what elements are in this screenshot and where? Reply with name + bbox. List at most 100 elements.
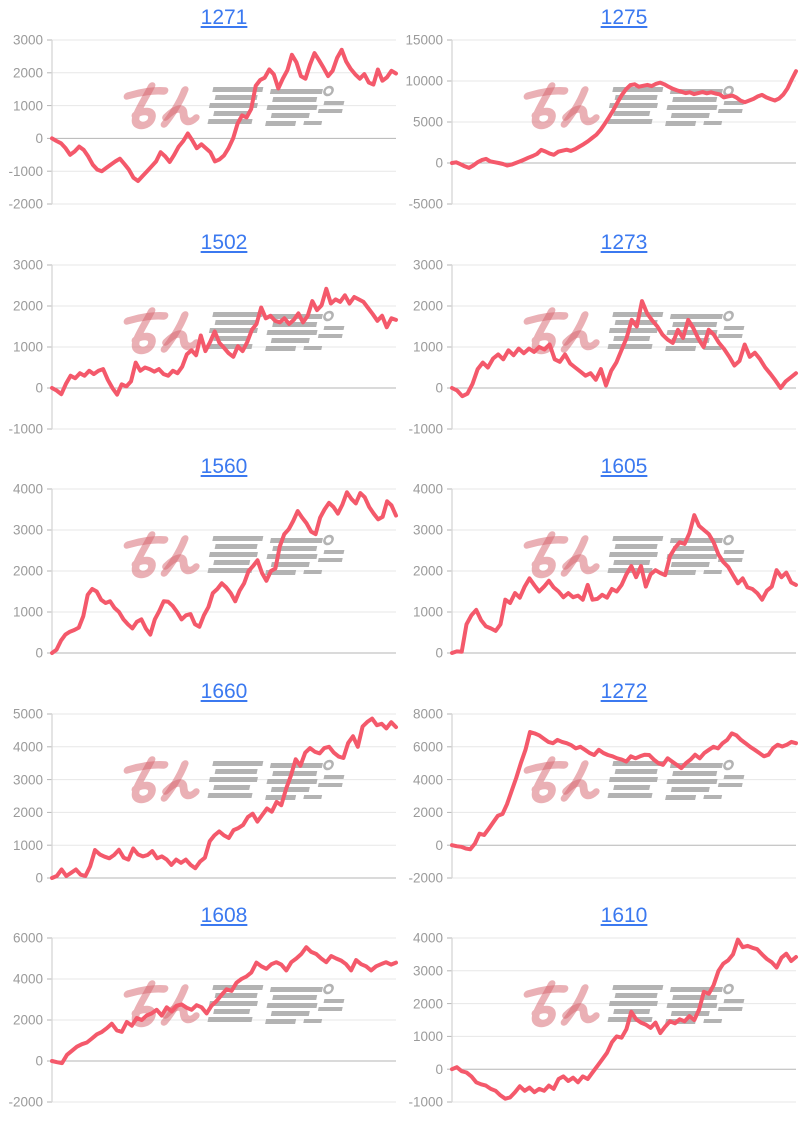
watermark-gray-text bbox=[607, 759, 745, 800]
y-tick-label: 1000 bbox=[13, 339, 43, 354]
y-tick-label: 4000 bbox=[413, 772, 443, 787]
chart-title-link[interactable]: 1273 bbox=[600, 230, 648, 254]
watermark bbox=[123, 306, 345, 354]
y-tick-label: 2000 bbox=[413, 805, 443, 820]
chart-cell: 1660 5000 4000 3000 2000 1000 0 bbox=[0, 674, 400, 899]
y-tick-label: 0 bbox=[435, 838, 443, 853]
y-tick-label: 2000 bbox=[13, 298, 43, 313]
y-tick-label: -5000 bbox=[408, 197, 443, 212]
chart-cell: 1271 3000 2000 1000 0 -1000 -2000 bbox=[0, 0, 400, 225]
watermark-gray-text bbox=[607, 85, 745, 126]
y-tick-label: 5000 bbox=[13, 707, 43, 722]
y-tick-label: 2000 bbox=[413, 564, 443, 579]
series-line bbox=[50, 945, 398, 1066]
watermark-pink-text bbox=[123, 980, 200, 1028]
y-tick-label: 5000 bbox=[413, 115, 443, 130]
line-chart: 3000 2000 1000 0 -1000 -2000 bbox=[8, 33, 398, 212]
watermark-gray-text bbox=[207, 759, 345, 800]
watermark-pink-text bbox=[523, 82, 600, 130]
y-tick-label: 6000 bbox=[413, 739, 443, 754]
line-chart: 3000 2000 1000 0 -1000 bbox=[8, 257, 398, 436]
y-tick-label: 0 bbox=[35, 380, 43, 395]
y-tick-label: -2000 bbox=[408, 871, 443, 886]
chart-title-row: 1560 bbox=[52, 455, 396, 481]
y-tick-label: 0 bbox=[35, 1054, 43, 1069]
watermark bbox=[123, 531, 345, 579]
series-line bbox=[50, 47, 398, 183]
y-tick-label: 4000 bbox=[413, 931, 443, 946]
y-tick-label: 4000 bbox=[13, 482, 43, 497]
line-chart: 4000 3000 2000 1000 0 bbox=[413, 482, 798, 661]
chart-title-link[interactable]: 1502 bbox=[200, 230, 248, 254]
watermark-gray-text bbox=[207, 984, 345, 1025]
y-tick-label: 0 bbox=[435, 646, 443, 661]
y-tick-label: 3000 bbox=[13, 257, 43, 272]
series-line bbox=[450, 513, 798, 656]
y-tick-label: 4000 bbox=[13, 972, 43, 987]
watermark bbox=[523, 756, 745, 803]
y-tick-label: 0 bbox=[435, 1062, 443, 1077]
y-tick-label: 0 bbox=[435, 156, 443, 171]
series-line bbox=[450, 69, 798, 170]
chart-title-link[interactable]: 1605 bbox=[600, 455, 648, 479]
chart-title-link[interactable]: 1275 bbox=[600, 6, 648, 29]
y-tick-label: 0 bbox=[35, 871, 43, 886]
y-tick-label: 2000 bbox=[13, 564, 43, 579]
series-line bbox=[50, 286, 398, 397]
watermark-gray-text bbox=[207, 85, 345, 126]
line-chart: 5000 4000 3000 2000 1000 0 bbox=[13, 707, 398, 886]
y-tick-label: -2000 bbox=[8, 197, 43, 212]
y-tick-label: 10000 bbox=[405, 74, 443, 89]
y-tick-label: 1000 bbox=[13, 605, 43, 620]
watermark bbox=[123, 756, 345, 803]
watermark-gray-text bbox=[607, 984, 745, 1025]
chart-title-link[interactable]: 1272 bbox=[600, 679, 648, 703]
chart-title-link[interactable]: 1610 bbox=[600, 904, 648, 928]
y-tick-label: -1000 bbox=[8, 421, 43, 436]
line-chart: 3000 2000 1000 0 -1000 bbox=[408, 257, 798, 436]
watermark-pink-text bbox=[123, 756, 200, 803]
watermark-pink-text bbox=[523, 756, 600, 803]
chart-title-row: 1502 bbox=[52, 231, 396, 257]
series-line bbox=[50, 716, 398, 880]
y-tick-label: 4000 bbox=[13, 739, 43, 754]
y-tick-label: 2000 bbox=[13, 66, 43, 81]
line-chart: 4000 3000 2000 1000 0 -1000 bbox=[408, 931, 798, 1110]
y-tick-label: 2000 bbox=[13, 1013, 43, 1028]
line-chart: 15000 10000 5000 0 -5000 bbox=[405, 33, 798, 212]
chart-title-row: 1608 bbox=[52, 904, 396, 930]
watermark-gray-text bbox=[207, 310, 345, 351]
watermark bbox=[523, 531, 745, 579]
chart-title-link[interactable]: 1608 bbox=[200, 904, 248, 928]
series-line bbox=[50, 490, 398, 656]
series-line bbox=[450, 937, 798, 1102]
watermark-pink-text bbox=[123, 82, 200, 130]
watermark-gray-text bbox=[607, 534, 745, 576]
y-tick-label: -1000 bbox=[8, 164, 43, 179]
y-tick-label: 15000 bbox=[405, 33, 443, 48]
chart-cell: 1272 8000 6000 4000 2000 0 -2000 bbox=[400, 674, 800, 899]
line-chart: 4000 3000 2000 1000 0 bbox=[13, 482, 398, 661]
y-tick-label: 0 bbox=[35, 131, 43, 146]
chart-title-link[interactable]: 1560 bbox=[200, 455, 248, 479]
y-tick-label: -2000 bbox=[8, 1095, 43, 1110]
watermark-pink-text bbox=[523, 980, 600, 1028]
y-tick-label: 2000 bbox=[13, 805, 43, 820]
y-tick-label: 3000 bbox=[413, 257, 443, 272]
chart-title-link[interactable]: 1660 bbox=[200, 679, 248, 703]
y-tick-label: 2000 bbox=[413, 997, 443, 1012]
watermark bbox=[523, 306, 745, 354]
line-chart: 8000 6000 4000 2000 0 -2000 bbox=[408, 707, 798, 886]
y-tick-label: 0 bbox=[35, 646, 43, 661]
chart-title-link[interactable]: 1271 bbox=[200, 6, 248, 29]
y-tick-label: 1000 bbox=[413, 339, 443, 354]
watermark-pink-text bbox=[123, 306, 200, 354]
y-tick-label: 3000 bbox=[13, 33, 43, 48]
y-tick-label: 8000 bbox=[413, 707, 443, 722]
chart-cell: 1608 6000 4000 2000 0 -2000 bbox=[0, 898, 400, 1123]
line-chart: 6000 4000 2000 0 -2000 bbox=[8, 931, 398, 1110]
chart-cell: 1502 3000 2000 1000 0 -1000 bbox=[0, 225, 400, 450]
series-line bbox=[450, 729, 798, 852]
chart-title-row: 1275 bbox=[452, 6, 796, 32]
